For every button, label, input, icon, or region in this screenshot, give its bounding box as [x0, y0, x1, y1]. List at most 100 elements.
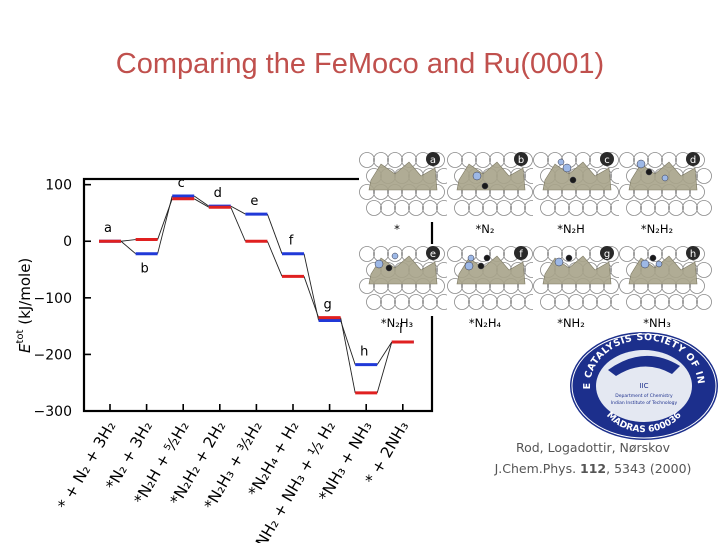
panel-letter: h: [690, 249, 696, 260]
step-edge-atoms: [368, 161, 438, 191]
ru-atom: [447, 152, 463, 168]
surface-cell-g: g *NH₂: [533, 244, 626, 330]
adsorbate-atom: [636, 159, 646, 169]
ru-atom: [533, 278, 549, 294]
logo-center-line2: Department of Chemistry: [615, 393, 673, 399]
ru-atom: [380, 294, 396, 310]
connector-line-2: [340, 317, 356, 393]
connector-line-2: [193, 198, 210, 208]
ru-atom: [447, 278, 463, 294]
ru-atom: [533, 152, 549, 168]
step-label-a: a: [104, 221, 112, 236]
ru-atom: [626, 294, 642, 310]
ru-atom: [554, 294, 570, 310]
panel-letter-badge: [426, 152, 440, 166]
ru-atom: [540, 294, 556, 310]
ru-atom: [359, 278, 375, 294]
step-label-e: e: [250, 194, 258, 209]
step-edge-atoms: [368, 255, 438, 285]
ru-atom: [359, 152, 375, 168]
ru-atom: [422, 200, 438, 216]
ru-atom: [533, 246, 549, 262]
y-tick-label: −100: [34, 291, 72, 307]
ru-atom: [366, 200, 382, 216]
connector-line-1: [120, 240, 136, 255]
step-label-b: b: [140, 262, 148, 277]
ru-atom: [359, 184, 375, 200]
connector-line-1: [230, 205, 246, 215]
step-label-i: i: [399, 322, 403, 337]
ru-atom: [496, 200, 512, 216]
surface-cell-f: f *N₂H₄: [447, 244, 540, 330]
panel-species-label: *N₂H₂: [641, 222, 673, 236]
y-tick-label: −200: [34, 347, 72, 363]
ru-atom: [496, 294, 512, 310]
connector-line-2: [303, 276, 320, 318]
ru-atom: [447, 246, 463, 262]
ru-atom: [454, 294, 470, 310]
panel-species-label: *NH₃: [643, 316, 671, 330]
surface-cell-h: h *NH₃: [619, 244, 712, 330]
panel-letter-badge: [514, 246, 528, 260]
ru-atom: [619, 278, 635, 294]
ru-atom: [482, 200, 498, 216]
ru-atom: [596, 200, 612, 216]
panel-letter: a: [430, 155, 436, 166]
adsorbate-atom: [385, 264, 393, 272]
ru-atom: [626, 200, 642, 216]
step-label-g: g: [323, 298, 331, 313]
step-edge-atoms: [542, 161, 612, 191]
y-tick-label: 100: [45, 178, 72, 194]
logo-center-line3: Indian Institute of Technology: [611, 400, 678, 406]
ru-atom: [682, 294, 698, 310]
ru-atom: [475, 152, 491, 168]
ru-atom: [568, 294, 584, 310]
panel-letter-badge: [600, 152, 614, 166]
citation-reference: J.Chem.Phys. 112, 5343 (2000): [478, 458, 708, 479]
adsorbate-atom: [649, 254, 657, 262]
step-label-d: d: [214, 186, 222, 201]
connector-line-2: [266, 241, 283, 277]
panel-species-label: *: [394, 222, 400, 236]
panel-letter: f: [519, 249, 523, 260]
connector-line-1: [376, 341, 393, 365]
ru-atom: [654, 200, 670, 216]
adsorbate-atom: [645, 168, 653, 176]
y-axis-label: Etot (kJ/mole): [15, 258, 34, 353]
y-tick-label: −300: [34, 404, 72, 420]
panel-species-label: *N₂H₃: [381, 316, 414, 330]
adsorbate-atom: [483, 254, 491, 262]
ru-atom: [568, 200, 584, 216]
ru-atom: [482, 294, 498, 310]
slide-title: Comparing the FeMoco and Ru(0001): [115, 48, 605, 80]
panel-letter-badge: [686, 152, 700, 166]
connector-line-1: [193, 195, 210, 207]
panel-species-label: *NH₂: [557, 316, 585, 330]
ru-atom: [454, 200, 470, 216]
connector-line-1: [266, 213, 283, 254]
adsorbate-atom: [640, 259, 650, 269]
panel-letter: e: [430, 249, 436, 260]
ru-atom: [582, 200, 598, 216]
connector-line-1: [303, 253, 320, 321]
ru-atom: [696, 168, 712, 184]
adsorbate-atom: [661, 174, 669, 182]
ru-atom: [517, 278, 533, 294]
ru-atom: [387, 246, 403, 262]
citation-journal: J.Chem.Phys.: [494, 461, 581, 476]
ru-atom: [394, 294, 410, 310]
ru-atom: [517, 184, 533, 200]
citation-pages: , 5343 (2000): [606, 461, 692, 476]
ru-atom: [603, 278, 619, 294]
adsorbate-atom: [655, 260, 663, 268]
step-label-f: f: [289, 234, 294, 249]
ru-atom: [596, 294, 612, 310]
ru-atom: [387, 152, 403, 168]
ru-atom: [668, 294, 684, 310]
ru-atom: [619, 184, 635, 200]
adsorbate-atom: [562, 163, 572, 173]
panel-species-label: *N₂: [476, 222, 495, 236]
panel-species-label: *N₂H: [557, 222, 585, 236]
ru-atom: [475, 246, 491, 262]
